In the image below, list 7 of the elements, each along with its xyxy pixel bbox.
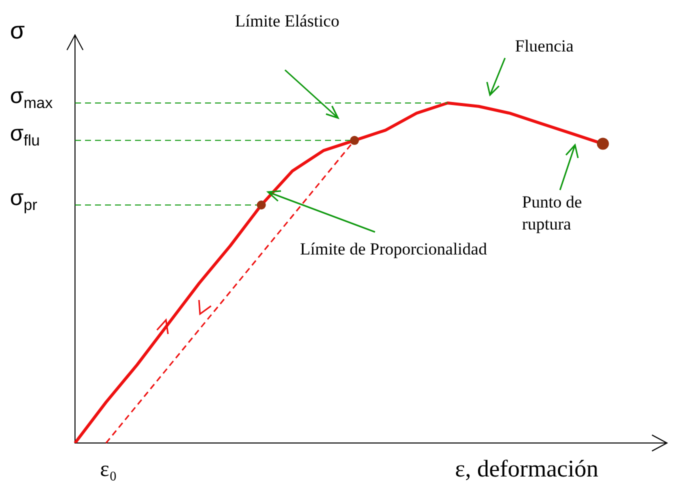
y-axis-title: σ: [10, 18, 25, 45]
text: Fluencia: [515, 36, 574, 56]
annotation: Punto de ruptura: [522, 192, 582, 234]
x-axis-title: ε, deformación: [455, 456, 598, 482]
annotation: Límite de Proporcionalidad: [300, 239, 488, 258]
text: Límite Elástico: [235, 11, 340, 30]
text: ε₀: [100, 456, 117, 481]
